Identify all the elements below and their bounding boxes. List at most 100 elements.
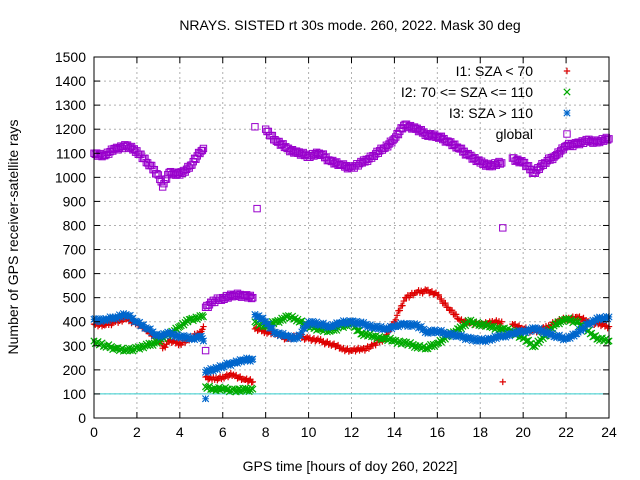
data-point <box>141 154 149 163</box>
data-point <box>516 157 525 166</box>
data-point <box>437 326 445 334</box>
data-point <box>131 148 140 156</box>
y-tick-label: 1200 <box>55 121 86 137</box>
data-point <box>193 332 201 340</box>
data-point <box>498 318 505 325</box>
y-tick-label: 0 <box>78 410 86 426</box>
data-point <box>598 314 606 322</box>
data-point <box>561 315 569 324</box>
legend-marker <box>563 67 571 75</box>
y-tick-label: 500 <box>63 290 87 306</box>
data-point <box>261 125 270 133</box>
data-point <box>190 154 199 163</box>
data-point <box>554 148 562 156</box>
series-4 <box>90 120 613 355</box>
data-point <box>194 148 203 157</box>
data-point <box>414 127 423 136</box>
data-point <box>448 307 456 314</box>
data-point <box>236 356 244 364</box>
y-tick-label: 400 <box>63 314 87 330</box>
data-point <box>590 318 598 326</box>
data-point <box>115 311 124 319</box>
data-point <box>604 337 612 346</box>
data-point <box>245 355 253 363</box>
data-point <box>271 136 279 144</box>
data-point <box>399 302 406 309</box>
data-point <box>460 333 468 341</box>
data-point <box>122 142 130 150</box>
y-tick-label: 1000 <box>55 169 86 185</box>
data-point <box>247 294 256 303</box>
data-point <box>467 334 475 342</box>
data-point <box>548 155 557 164</box>
data-point <box>520 326 529 334</box>
legend-marker <box>563 88 571 96</box>
data-point <box>156 331 164 339</box>
data-point <box>199 144 208 153</box>
data-point <box>515 326 523 334</box>
data-point <box>199 326 206 333</box>
data-point <box>412 125 420 133</box>
data-point <box>550 333 558 341</box>
data-point <box>349 317 357 325</box>
data-point <box>452 144 460 152</box>
data-point <box>434 134 443 142</box>
data-point <box>198 146 207 155</box>
data-point <box>207 385 215 394</box>
data-point <box>173 330 181 339</box>
data-point <box>362 320 370 328</box>
data-point <box>366 321 374 329</box>
legend-label: I1: SZA < 70 <box>456 63 534 79</box>
data-point <box>390 135 399 143</box>
data-point <box>201 395 210 403</box>
data-point <box>386 322 394 330</box>
data-point <box>566 334 574 342</box>
data-point <box>253 204 261 213</box>
y-tick-label: 1300 <box>55 97 86 113</box>
x-tick-label: 24 <box>601 424 617 440</box>
data-point <box>342 317 350 326</box>
data-point <box>493 159 502 168</box>
x-tick-label: 6 <box>219 424 227 440</box>
data-point <box>249 355 257 363</box>
data-point <box>555 331 563 339</box>
data-point <box>198 334 206 343</box>
data-point <box>143 159 152 167</box>
data-point <box>579 326 588 334</box>
data-point <box>369 151 377 160</box>
data-point <box>303 322 311 330</box>
data-point <box>463 150 471 158</box>
data-point <box>296 331 305 340</box>
data-point <box>438 295 445 303</box>
data-point <box>268 324 276 332</box>
data-point <box>125 144 133 153</box>
y-tick-label: 300 <box>63 338 87 354</box>
data-point <box>259 314 267 322</box>
data-point <box>577 327 585 335</box>
data-point <box>322 321 330 329</box>
x-tick-label: 20 <box>515 424 531 440</box>
data-point <box>162 344 169 351</box>
data-point <box>602 133 611 142</box>
data-point <box>147 161 156 170</box>
data-point <box>264 127 273 136</box>
data-point <box>453 143 462 151</box>
data-point <box>339 317 348 325</box>
data-point <box>309 317 317 326</box>
x-tick-label: 8 <box>262 424 270 440</box>
data-point <box>180 331 188 340</box>
data-point <box>495 157 503 166</box>
data-point <box>177 168 185 176</box>
data-point <box>499 378 506 386</box>
x-axis-label: GPS time [hours of doy 260, 2022] <box>243 458 458 474</box>
data-point <box>586 320 594 329</box>
data-point <box>393 312 401 319</box>
legend-label: I3: SZA > 110 <box>449 105 533 121</box>
y-tick-label: 600 <box>63 266 87 282</box>
data-point <box>201 346 210 355</box>
data-point <box>500 331 508 339</box>
data-point <box>315 149 324 157</box>
data-point <box>382 323 390 332</box>
data-point <box>541 327 549 335</box>
